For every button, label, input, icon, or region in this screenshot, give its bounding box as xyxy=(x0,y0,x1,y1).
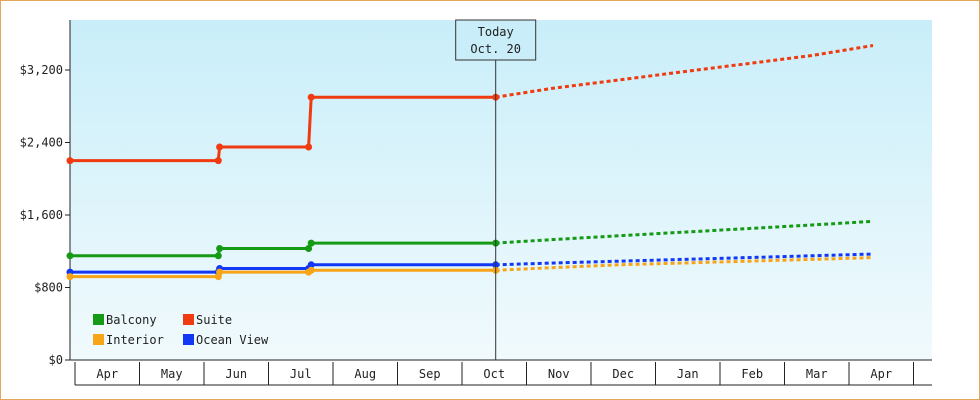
series-line-actual xyxy=(70,263,496,274)
legend-swatch xyxy=(93,314,104,325)
legend-swatch xyxy=(183,314,194,325)
month-label: Jun xyxy=(225,367,247,381)
series-line-actual xyxy=(70,241,496,258)
legend-label: Interior xyxy=(106,333,164,347)
series-layer xyxy=(66,44,874,281)
today-marker: Today Oct. 20 xyxy=(455,19,537,360)
data-point xyxy=(305,245,313,252)
data-point xyxy=(66,157,74,165)
month-label: Jan xyxy=(677,367,699,381)
legend: Balcony Suite Interior Ocean View xyxy=(93,313,269,347)
data-point xyxy=(307,93,315,101)
y-tick-label: $800 xyxy=(34,281,63,295)
data-point xyxy=(66,252,74,260)
plot-area xyxy=(70,20,932,360)
month-label: Feb xyxy=(741,367,763,381)
legend-label: Ocean View xyxy=(196,333,269,347)
data-point xyxy=(214,252,222,260)
data-point xyxy=(216,245,224,252)
month-label: Dec xyxy=(612,367,634,381)
month-label: May xyxy=(161,367,183,381)
series-line-forecast xyxy=(495,219,874,245)
month-label: Apr xyxy=(96,367,118,381)
legend-label: Balcony xyxy=(106,313,157,327)
series-line-forecast xyxy=(495,252,874,267)
data-point xyxy=(216,143,224,151)
month-label: Sep xyxy=(419,367,441,381)
data-point xyxy=(307,266,315,274)
y-tick-label: $1,600 xyxy=(20,208,63,222)
today-box xyxy=(455,19,537,61)
y-tick-label: $0 xyxy=(49,353,63,367)
y-tick-label: $3,200 xyxy=(20,63,63,77)
legend-swatch xyxy=(183,334,194,345)
data-point xyxy=(216,268,224,276)
data-point xyxy=(307,239,315,247)
y-axis: $0 $800 $1,600 $2,400 $3,200 xyxy=(20,20,71,367)
month-label: Oct xyxy=(483,367,505,381)
x-axis: Apr May Jun Jul Aug Sep Oct Nov Dec Jan Feb Mar Apr xyxy=(70,359,932,386)
month-label: Nov xyxy=(548,367,570,381)
today-date: Oct. 20 xyxy=(470,42,521,56)
month-label: Jul xyxy=(290,367,312,381)
y-tick-label: $2,400 xyxy=(20,136,63,150)
series-interior xyxy=(66,256,874,281)
data-point xyxy=(305,143,313,151)
series-line-forecast xyxy=(495,44,874,99)
month-label: Aug xyxy=(354,367,376,381)
series-suite xyxy=(66,44,874,165)
series-balcony xyxy=(66,219,874,260)
today-label: Today xyxy=(478,25,514,39)
month-label: Mar xyxy=(806,367,828,381)
month-label: Apr xyxy=(870,367,892,381)
legend-swatch xyxy=(93,334,104,345)
legend-label: Suite xyxy=(196,313,232,327)
data-point xyxy=(307,261,315,269)
series-line-actual xyxy=(70,268,496,279)
series-line-forecast xyxy=(495,256,874,272)
data-point xyxy=(66,273,74,281)
data-point xyxy=(214,157,222,165)
series-line-actual xyxy=(70,95,496,163)
